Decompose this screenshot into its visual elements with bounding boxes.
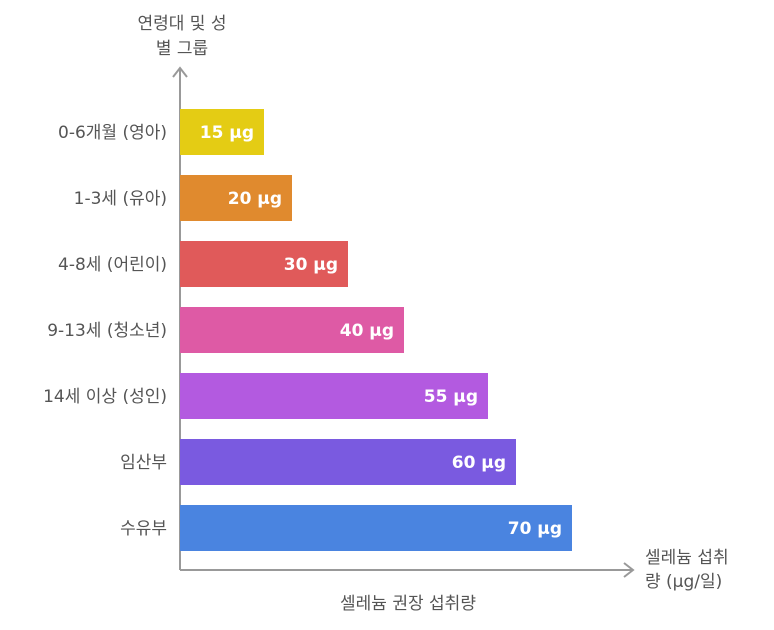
bar-value-label-5: 60 μg — [452, 453, 506, 473]
bar-5 — [180, 439, 516, 485]
bar-value-label-2: 30 μg — [284, 255, 338, 275]
category-label-3: 9-13세 (청소년) — [47, 321, 167, 341]
bar-value-label-4: 55 μg — [424, 387, 478, 407]
bar-2 — [180, 241, 348, 287]
bar-4 — [180, 373, 488, 419]
x-axis-arrow — [623, 562, 635, 578]
category-label-4: 14세 이상 (성인) — [43, 387, 167, 407]
bar-value-label-0: 15 μg — [200, 123, 254, 143]
category-label-0: 0-6개월 (영아) — [58, 123, 167, 143]
y-axis-title-line-1: 연령대 및 성 — [137, 14, 226, 34]
bar-0 — [180, 109, 264, 155]
category-label-1: 1-3세 (유아) — [74, 189, 167, 209]
x-axis-title-line-2: 량 (μg/일) — [645, 572, 722, 592]
bar-value-label-6: 70 μg — [508, 519, 562, 539]
bar-value-label-1: 20 μg — [228, 189, 282, 209]
bar-1 — [180, 175, 292, 221]
category-label-2: 4-8세 (어린이) — [58, 255, 167, 275]
x-axis-title-line-1: 셀레늄 섭취 — [645, 548, 729, 568]
category-label-6: 수유부 — [120, 519, 167, 539]
bar-6 — [180, 505, 572, 551]
y-axis-arrow — [172, 66, 188, 78]
category-label-5: 임산부 — [120, 453, 167, 473]
bar-3 — [180, 307, 404, 353]
chart-caption: 셀레늄 권장 섭취량 — [340, 594, 476, 614]
bar-value-label-3: 40 μg — [340, 321, 394, 341]
bars: 15 μg 0-6개월 (영아) 20 μg 1-3세 (유아) 30 μg 4-8세 (… — [43, 109, 572, 551]
y-axis-title-line-2: 별 그룹 — [156, 39, 208, 59]
